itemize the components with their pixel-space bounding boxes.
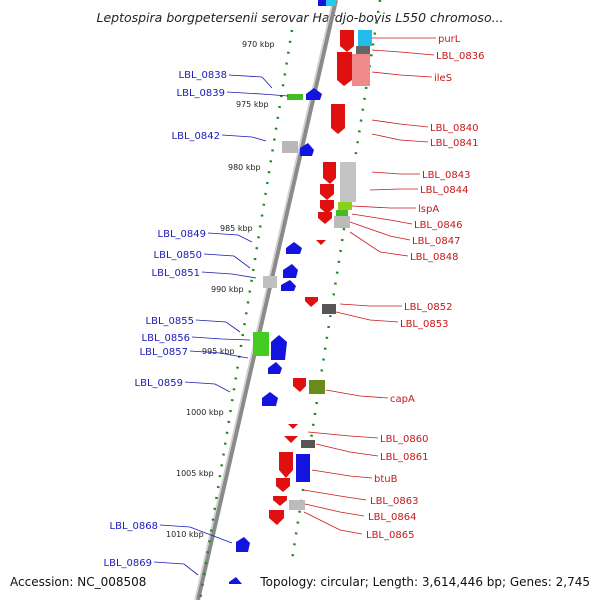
gene-label: LBL_0850 (154, 250, 202, 261)
feature-block-grey (340, 162, 356, 202)
gene-arrow (283, 264, 298, 278)
gene-label: LBL_0838 (179, 70, 227, 81)
gene-arrow (305, 297, 318, 307)
kbp-tick-label: 1005 kbp (176, 469, 214, 478)
gene-label: LBL_0839 (177, 88, 225, 99)
gene-label: lspA (418, 204, 439, 215)
feature-block-grey (263, 276, 277, 288)
feature-block-cyan (326, 0, 336, 6)
gene-arrow (262, 392, 278, 406)
gene-arrow (331, 104, 345, 134)
kbp-tick-label: 980 kbp (228, 163, 261, 172)
gene-arrow (284, 436, 298, 443)
gene-label: LBL_0847 (412, 236, 460, 247)
gene-arrow (316, 240, 326, 245)
gene-label: LBL_0846 (414, 220, 462, 231)
genome-metadata: Topology: circular; Length: 3,614,446 bp… (260, 575, 590, 589)
gene-arrow (323, 162, 336, 184)
left-labels: LBL_0838 LBL_0839 LBL_0842 LBL_0849 LBL_… (104, 70, 227, 569)
feature-block-grey (356, 46, 370, 54)
gene-label: LBL_0869 (104, 558, 152, 569)
gene-label: btuB (374, 474, 398, 485)
forward-genes (269, 30, 354, 525)
reverse-genes (229, 0, 330, 584)
kbp-ticks: 970 kbp 975 kbp 980 kbp 985 kbp 990 kbp … (166, 40, 275, 539)
gene-arrow (337, 52, 352, 86)
gene-arrow (320, 200, 334, 214)
feature-blocks (253, 0, 372, 510)
gene-arrow (273, 496, 287, 506)
gene-arrow (281, 280, 296, 291)
gene-arrow (320, 184, 334, 200)
gene-label: LBL_0856 (142, 333, 190, 344)
kbp-tick-label: 970 kbp (242, 40, 275, 49)
right-labels: purL LBL_0836 ileS LBL_0840 LBL_0841 LBL… (366, 34, 484, 541)
feature-block-green (253, 332, 269, 356)
feature-block-green (336, 210, 348, 216)
kbp-tick-label: 975 kbp (236, 100, 269, 109)
kbp-tick-label: 995 kbp (202, 347, 235, 356)
gene-label: LBL_0840 (430, 123, 478, 134)
gene-block (296, 454, 310, 482)
feature-block-green (287, 94, 303, 100)
kbp-tick-label: 985 kbp (220, 224, 253, 233)
feature-block-green (338, 202, 352, 210)
feature-block-grey (322, 304, 336, 314)
gene-label: ileS (434, 73, 452, 84)
kbp-tick-label: 1000 kbp (186, 408, 224, 417)
gene-label: LBL_0855 (146, 316, 194, 327)
feature-block-olive (309, 380, 325, 394)
gene-arrow (306, 88, 322, 100)
gene-arrow (288, 424, 298, 429)
feature-block-grey (334, 216, 350, 228)
feature-block-cyan (358, 30, 372, 46)
gene-label: LBL_0857 (140, 347, 188, 358)
gene-label: LBL_0843 (422, 170, 470, 181)
gene-arrow (340, 30, 354, 52)
gene-label: LBL_0844 (420, 185, 468, 196)
gene-label: capA (390, 394, 415, 405)
gene-arrow (229, 577, 242, 584)
left-connectors (153, 74, 289, 576)
gene-label: LBL_0851 (152, 268, 200, 279)
gene-arrow (293, 378, 306, 392)
accession-label: Accession: NC_008508 (10, 575, 147, 589)
gene-label: LBL_0849 (158, 229, 206, 240)
gene-label: LBL_0852 (404, 302, 452, 313)
gene-arrow (279, 452, 293, 478)
gene-arrow (300, 143, 314, 156)
kbp-tick-label: 1010 kbp (166, 530, 204, 539)
gene-arrow (236, 537, 250, 552)
feature-block-pink (352, 54, 370, 86)
gene-label: LBL_0842 (172, 131, 220, 142)
gene-label: LBL_0868 (110, 521, 158, 532)
gene-label: LBL_0841 (430, 138, 478, 149)
gene-label: LBL_0860 (380, 434, 428, 445)
map-title: Leptospira borgpetersenii serovar Hardjo… (96, 10, 504, 25)
gene-label: LBL_0861 (380, 452, 428, 463)
gene-label: LBL_0859 (135, 378, 183, 389)
gene-arrow (276, 478, 290, 492)
gene-arrow (286, 242, 302, 254)
gene-label: LBL_0865 (366, 530, 414, 541)
kbp-tick-label: 990 kbp (211, 285, 244, 294)
feature-block-grey (301, 440, 315, 448)
gene-arrow (269, 510, 284, 525)
gene-label: LBL_0848 (410, 252, 458, 263)
gene-arrow (318, 212, 332, 224)
gene-label: LBL_0863 (370, 496, 418, 507)
gene-block (318, 0, 330, 6)
gene-label: purL (438, 34, 461, 45)
gene-arrow (271, 335, 287, 360)
gene-label: LBL_0836 (436, 51, 484, 62)
gene-arrow (268, 362, 282, 374)
gene-label: LBL_0853 (400, 319, 448, 330)
right-connectors (303, 37, 436, 535)
gene-label: LBL_0864 (368, 512, 416, 523)
feature-block-grey (289, 500, 305, 510)
feature-block-grey (282, 141, 298, 153)
